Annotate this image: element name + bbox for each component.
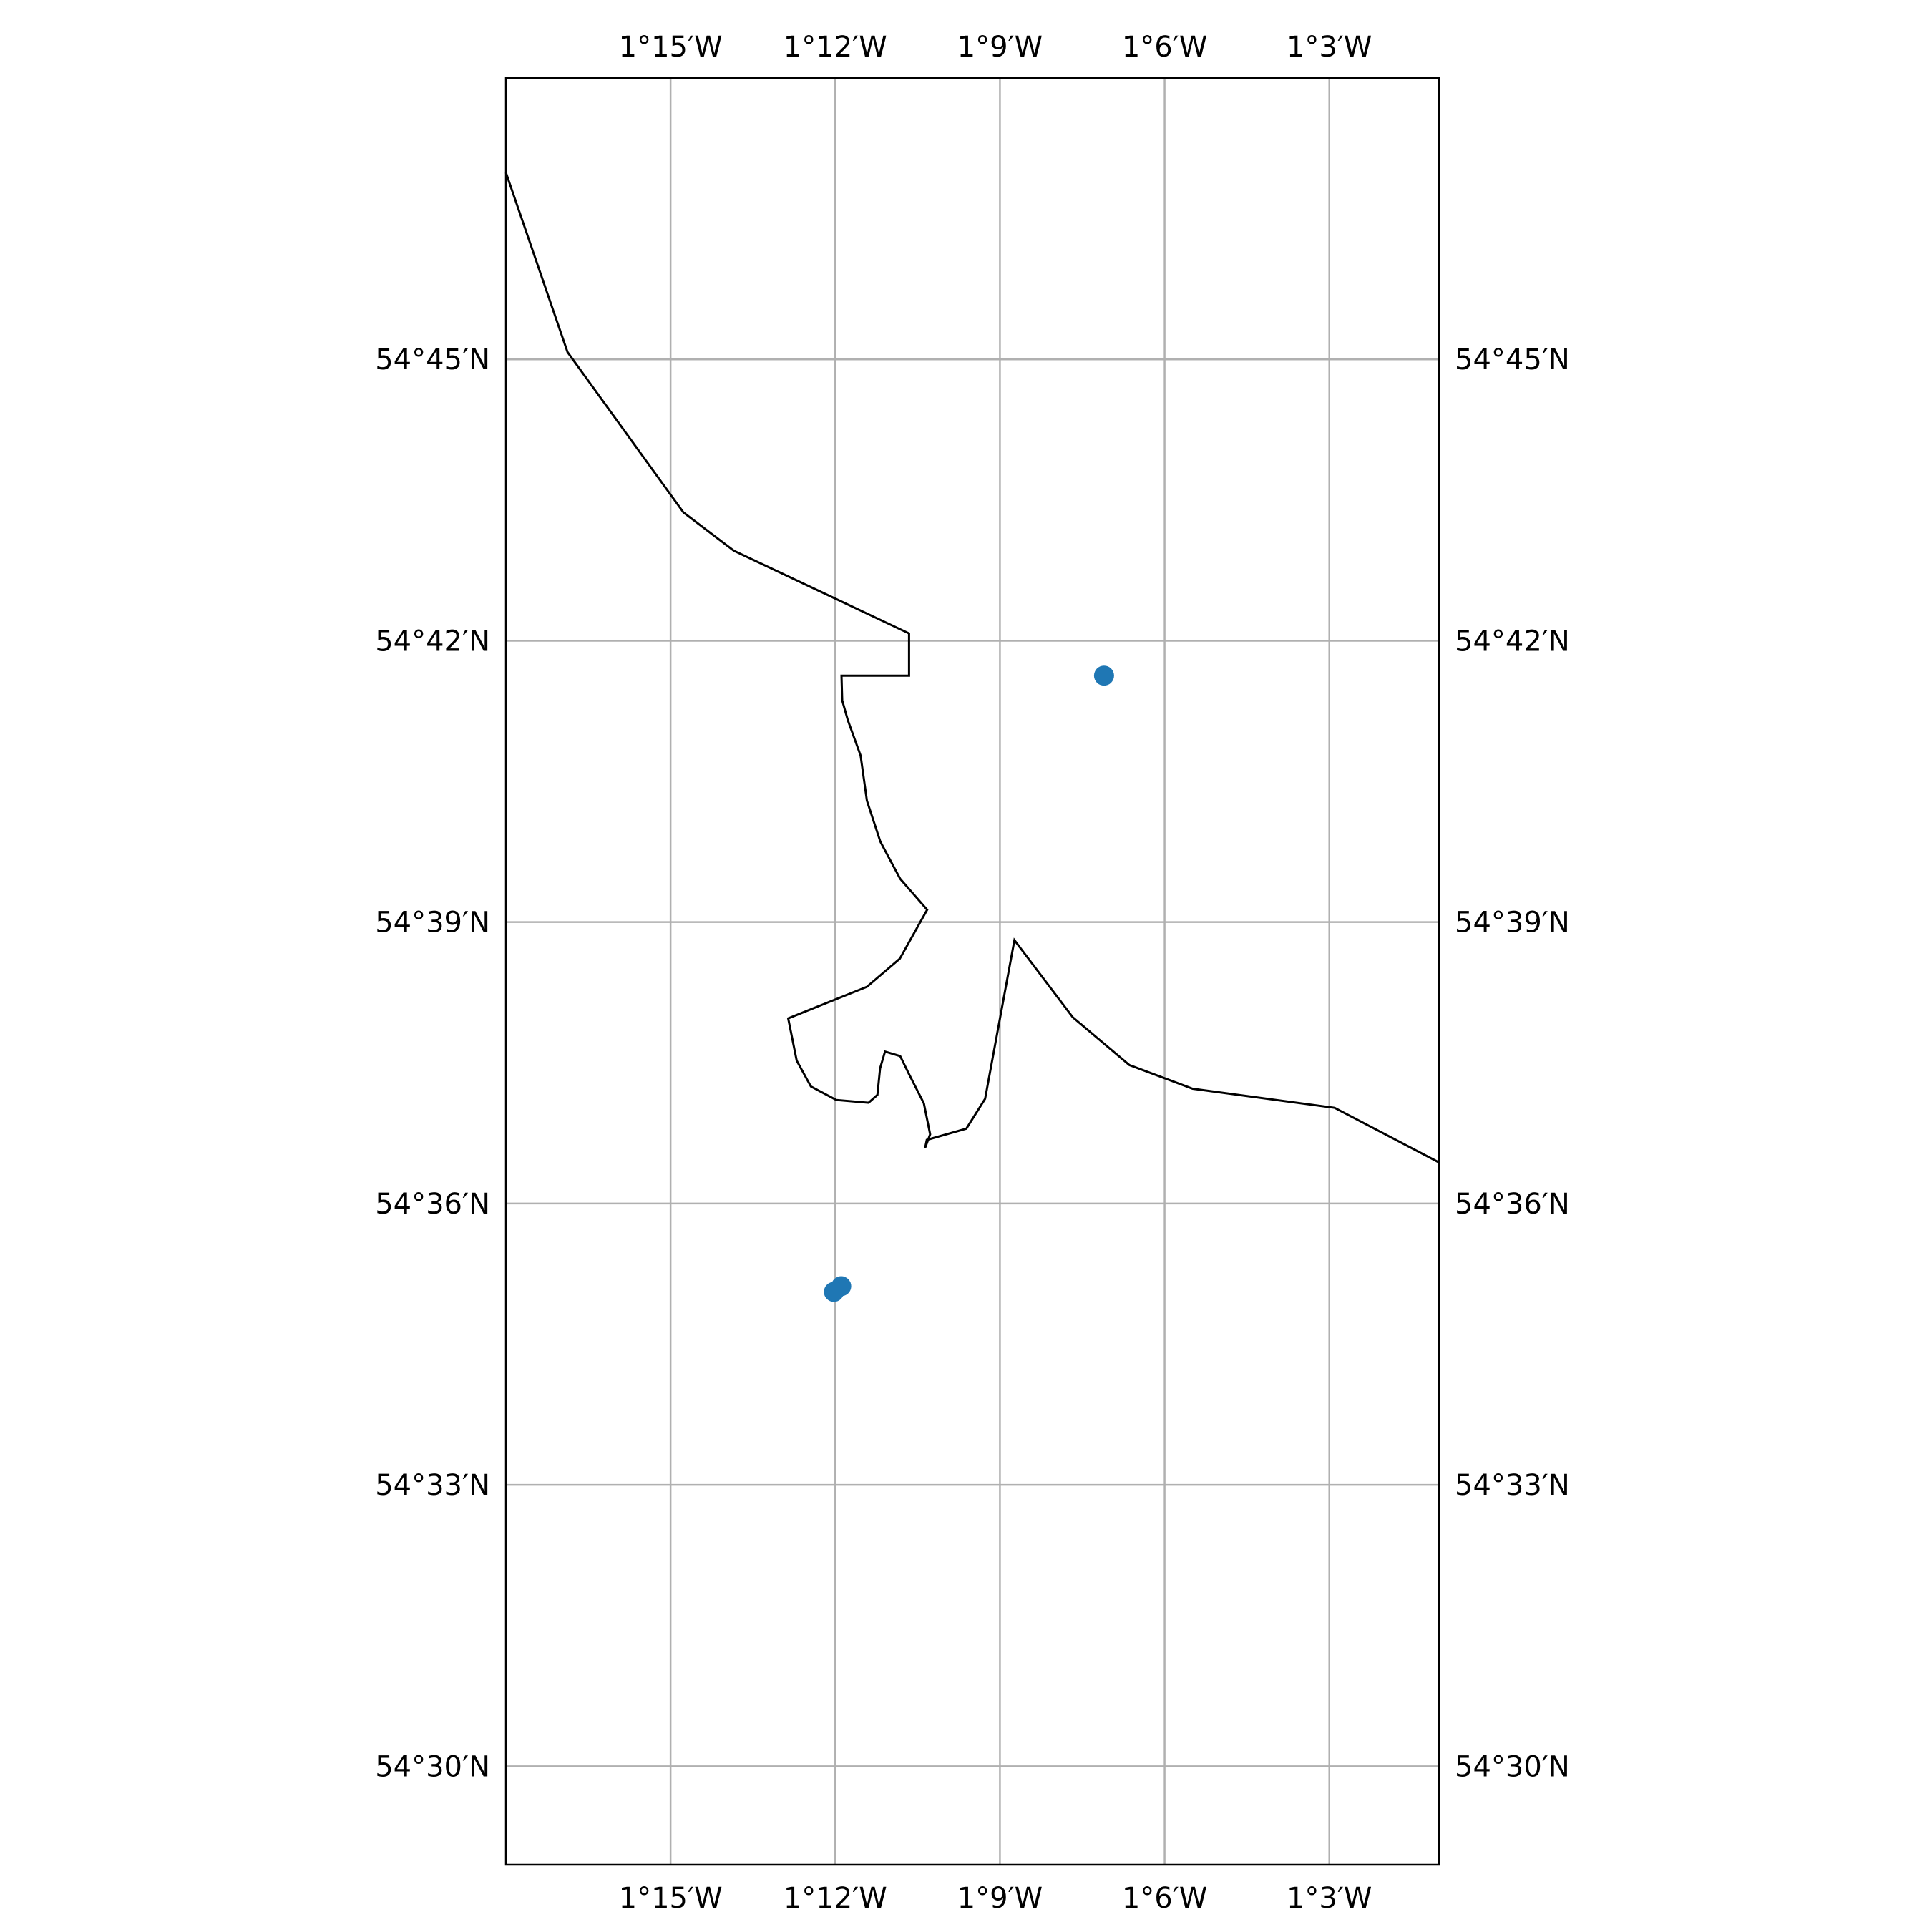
lat-tick-label-left: 54°45′N [375, 343, 490, 376]
lat-tick-label-right: 54°30′N [1455, 1750, 1570, 1783]
lon-tick-label-bottom: 1°12′W [784, 1882, 887, 1915]
lat-tick-label-right: 54°45′N [1455, 343, 1570, 376]
lon-tick-label-top: 1°3′W [1287, 31, 1372, 64]
graticule [506, 78, 1439, 1865]
lat-tick-label-right: 54°39′N [1455, 907, 1570, 940]
lon-tick-label-bottom: 1°3′W [1287, 1882, 1372, 1915]
lat-tick-label-left: 54°36′N [375, 1188, 490, 1221]
coastline [504, 172, 1440, 1163]
lat-tick-label-right: 54°33′N [1455, 1469, 1570, 1502]
lat-tick-label-left: 54°33′N [375, 1469, 490, 1502]
lat-tick-label-left: 54°42′N [375, 625, 490, 658]
lon-tick-label-top: 1°9′W [957, 31, 1043, 64]
location-point [1093, 665, 1114, 686]
lon-tick-label-top: 1°12′W [784, 31, 887, 64]
lat-tick-label-right: 54°36′N [1455, 1188, 1570, 1221]
lon-tick-label-bottom: 1°15′W [619, 1882, 723, 1915]
lon-tick-label-bottom: 1°9′W [957, 1882, 1043, 1915]
coastline-layer [504, 172, 1440, 1163]
lon-tick-label-top: 1°6′W [1122, 31, 1208, 64]
points-layer [824, 665, 1114, 1302]
lon-tick-label-bottom: 1°6′W [1122, 1882, 1208, 1915]
map-frame [504, 77, 1440, 1866]
lat-tick-label-left: 54°30′N [375, 1750, 490, 1783]
lat-tick-label-left: 54°39′N [375, 907, 490, 940]
lat-tick-label-right: 54°42′N [1455, 625, 1570, 658]
location-point [824, 1282, 844, 1302]
lon-tick-label-top: 1°15′W [619, 31, 723, 64]
tick-labels: 1°15′W 1°15′W 1°12′W 1°12′W 1°9′W 1°9′W 1°6′W 1… [375, 31, 1570, 1915]
